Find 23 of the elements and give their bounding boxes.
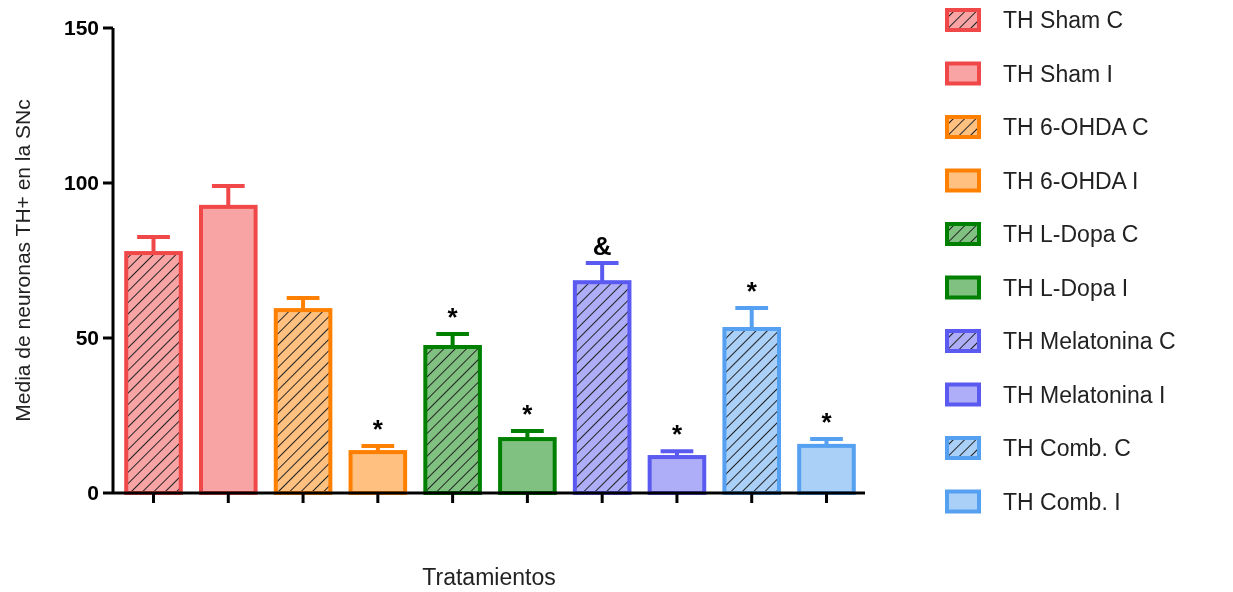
data-label: &: [592, 230, 612, 261]
data-label: *: [821, 407, 833, 438]
legend-label: TH 6-OHDA I: [1003, 167, 1139, 194]
y-tick-label: 150: [63, 16, 99, 40]
data-label: *: [447, 301, 459, 332]
legend-label: TH Sham C: [1003, 7, 1124, 34]
legend-label: TH Comb. C: [1003, 435, 1131, 462]
data-label: *: [522, 399, 534, 429]
y-axis-title: Media de neuronas TH+ en la SNc: [11, 99, 34, 422]
x-axis-title: Tratamientos: [422, 564, 556, 590]
y-tick-label: 50: [75, 326, 99, 350]
legend-label: TH L-Dopa C: [1003, 221, 1139, 248]
data-label: *: [671, 419, 683, 450]
y-tick-label: 100: [63, 171, 99, 195]
legend-label: TH L-Dopa I: [1003, 274, 1129, 301]
legend-label: TH Sham I: [1003, 60, 1113, 87]
y-tick-label: 0: [87, 481, 99, 505]
legend-label: TH Comb. I: [1003, 488, 1121, 515]
legend-label: TH Melatonina I: [1003, 381, 1166, 408]
data-label: *: [372, 413, 384, 444]
legend-label: TH Melatonina C: [1003, 328, 1176, 355]
data-label: *: [746, 275, 758, 306]
legend-label: TH 6-OHDA C: [1003, 114, 1149, 141]
